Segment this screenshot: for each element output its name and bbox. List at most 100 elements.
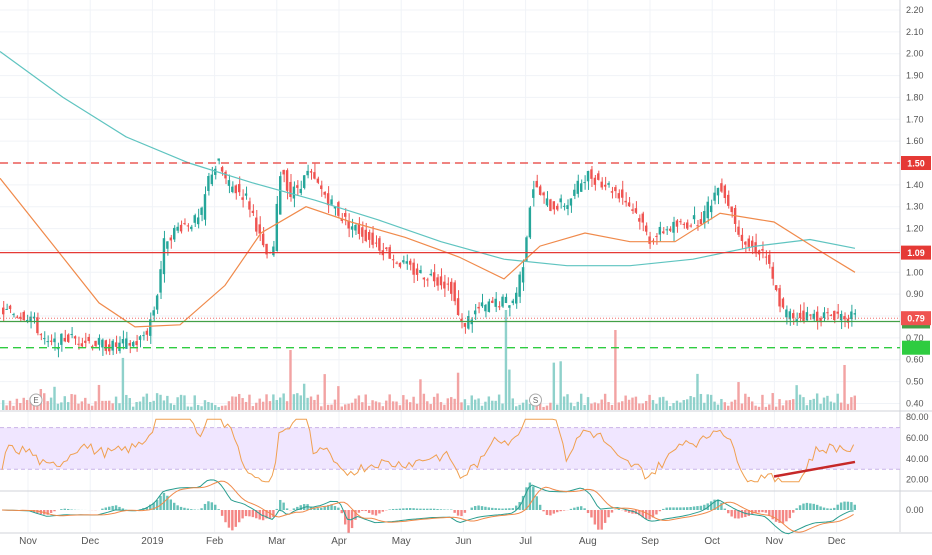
- macd-histogram-bar: [843, 502, 845, 510]
- macd-histogram-bar: [570, 509, 572, 510]
- volume-bar: [135, 402, 137, 410]
- volume-bar: [659, 397, 661, 410]
- macd-histogram-bar: [559, 510, 561, 511]
- candle-body: [115, 342, 117, 347]
- candle-body: [207, 176, 209, 191]
- macd-histogram-bar: [457, 510, 459, 516]
- volume-bar: [795, 385, 797, 410]
- volume-bar: [170, 403, 172, 410]
- volume-bar: [823, 398, 825, 410]
- volume-bar: [122, 358, 124, 410]
- macd-histogram-bar: [659, 510, 661, 511]
- x-tick-label: Feb: [206, 536, 224, 547]
- macd-histogram-bar: [252, 510, 254, 517]
- volume-bar: [347, 404, 349, 410]
- candle-body: [498, 306, 500, 307]
- candle-body: [313, 172, 315, 179]
- candle-body: [125, 338, 127, 348]
- volume-bar: [782, 405, 784, 410]
- volume-bar: [813, 399, 815, 410]
- candle-body: [2, 308, 4, 315]
- macd-histogram-bar: [217, 509, 219, 510]
- candle-body: [604, 185, 606, 187]
- volume-bar: [259, 399, 261, 410]
- candle-body: [392, 259, 394, 260]
- macd-histogram-bar: [505, 508, 507, 510]
- volume-bar: [91, 406, 93, 410]
- volume-bar: [118, 403, 120, 410]
- volume-bar: [573, 406, 575, 410]
- candle-body: [303, 175, 305, 188]
- volume-bar: [505, 310, 507, 410]
- candle-body: [323, 192, 325, 195]
- volume-bar: [173, 405, 175, 410]
- volume-bar: [679, 403, 681, 410]
- macd-histogram-bar: [419, 509, 421, 510]
- volume-bar: [648, 395, 650, 410]
- volume-bar: [713, 402, 715, 410]
- macd-histogram-bar: [498, 508, 500, 510]
- volume-bar: [501, 404, 503, 410]
- volume-bar: [498, 395, 500, 410]
- macd-histogram-bar: [676, 507, 678, 510]
- volume-bar: [826, 396, 828, 410]
- macd-histogram-bar: [662, 509, 664, 510]
- volume-bar: [802, 397, 804, 410]
- volume-bar: [276, 400, 278, 410]
- volume-bar: [430, 404, 432, 410]
- volume-bar: [843, 365, 845, 410]
- macd-histogram-bar: [50, 510, 52, 513]
- macd-histogram-bar: [477, 506, 479, 510]
- volume-bar: [50, 398, 52, 410]
- macd-histogram-bar: [241, 510, 243, 518]
- volume-bar: [426, 401, 428, 410]
- volume-bar: [440, 402, 442, 410]
- volume-bar: [385, 401, 387, 410]
- macd-histogram-bar: [481, 506, 483, 510]
- volume-bar: [614, 330, 616, 410]
- volume-bar: [508, 370, 510, 410]
- candle-body: [170, 238, 172, 241]
- volume-bar: [365, 394, 367, 410]
- candle-body: [221, 167, 223, 172]
- candle-body: [782, 299, 784, 308]
- y-tick-label: 1.20: [906, 224, 924, 234]
- macd-histogram-bar: [214, 505, 216, 510]
- volume-bar: [341, 407, 343, 410]
- volume-bar: [597, 403, 599, 410]
- volume-bar: [67, 402, 69, 410]
- volume-bar: [836, 394, 838, 410]
- volume-bar: [518, 405, 520, 410]
- candle-body: [795, 319, 797, 321]
- macd-histogram-bar: [775, 510, 777, 522]
- candle-body: [228, 180, 230, 186]
- candle-body: [129, 343, 131, 346]
- candle-body: [443, 282, 445, 289]
- volume-bar: [12, 406, 14, 410]
- volume-bar: [590, 404, 592, 410]
- x-tick-label: Mar: [268, 536, 286, 547]
- volume-bar: [700, 394, 702, 410]
- volume-bar: [241, 398, 243, 410]
- candle-body: [556, 206, 558, 210]
- candle-body: [536, 181, 538, 187]
- rsi-tick-label: 80.00: [906, 412, 929, 422]
- candle-body: [142, 335, 144, 336]
- volume-bar: [628, 400, 630, 410]
- volume-bar: [289, 350, 291, 410]
- macd-histogram-bar: [368, 510, 370, 513]
- candle-body: [621, 189, 623, 197]
- candle-body: [53, 339, 55, 343]
- volume-bar: [607, 402, 609, 410]
- macd-histogram-bar: [645, 510, 647, 519]
- event-marker-label: S: [533, 396, 538, 405]
- volume-bar: [269, 401, 271, 410]
- volume-bar: [833, 403, 835, 410]
- candle-body: [276, 204, 278, 251]
- macd-histogram-bar: [765, 510, 767, 513]
- volume-bar: [748, 397, 750, 410]
- candle-body: [440, 276, 442, 285]
- candle-body: [655, 236, 657, 237]
- candle-body: [293, 187, 295, 199]
